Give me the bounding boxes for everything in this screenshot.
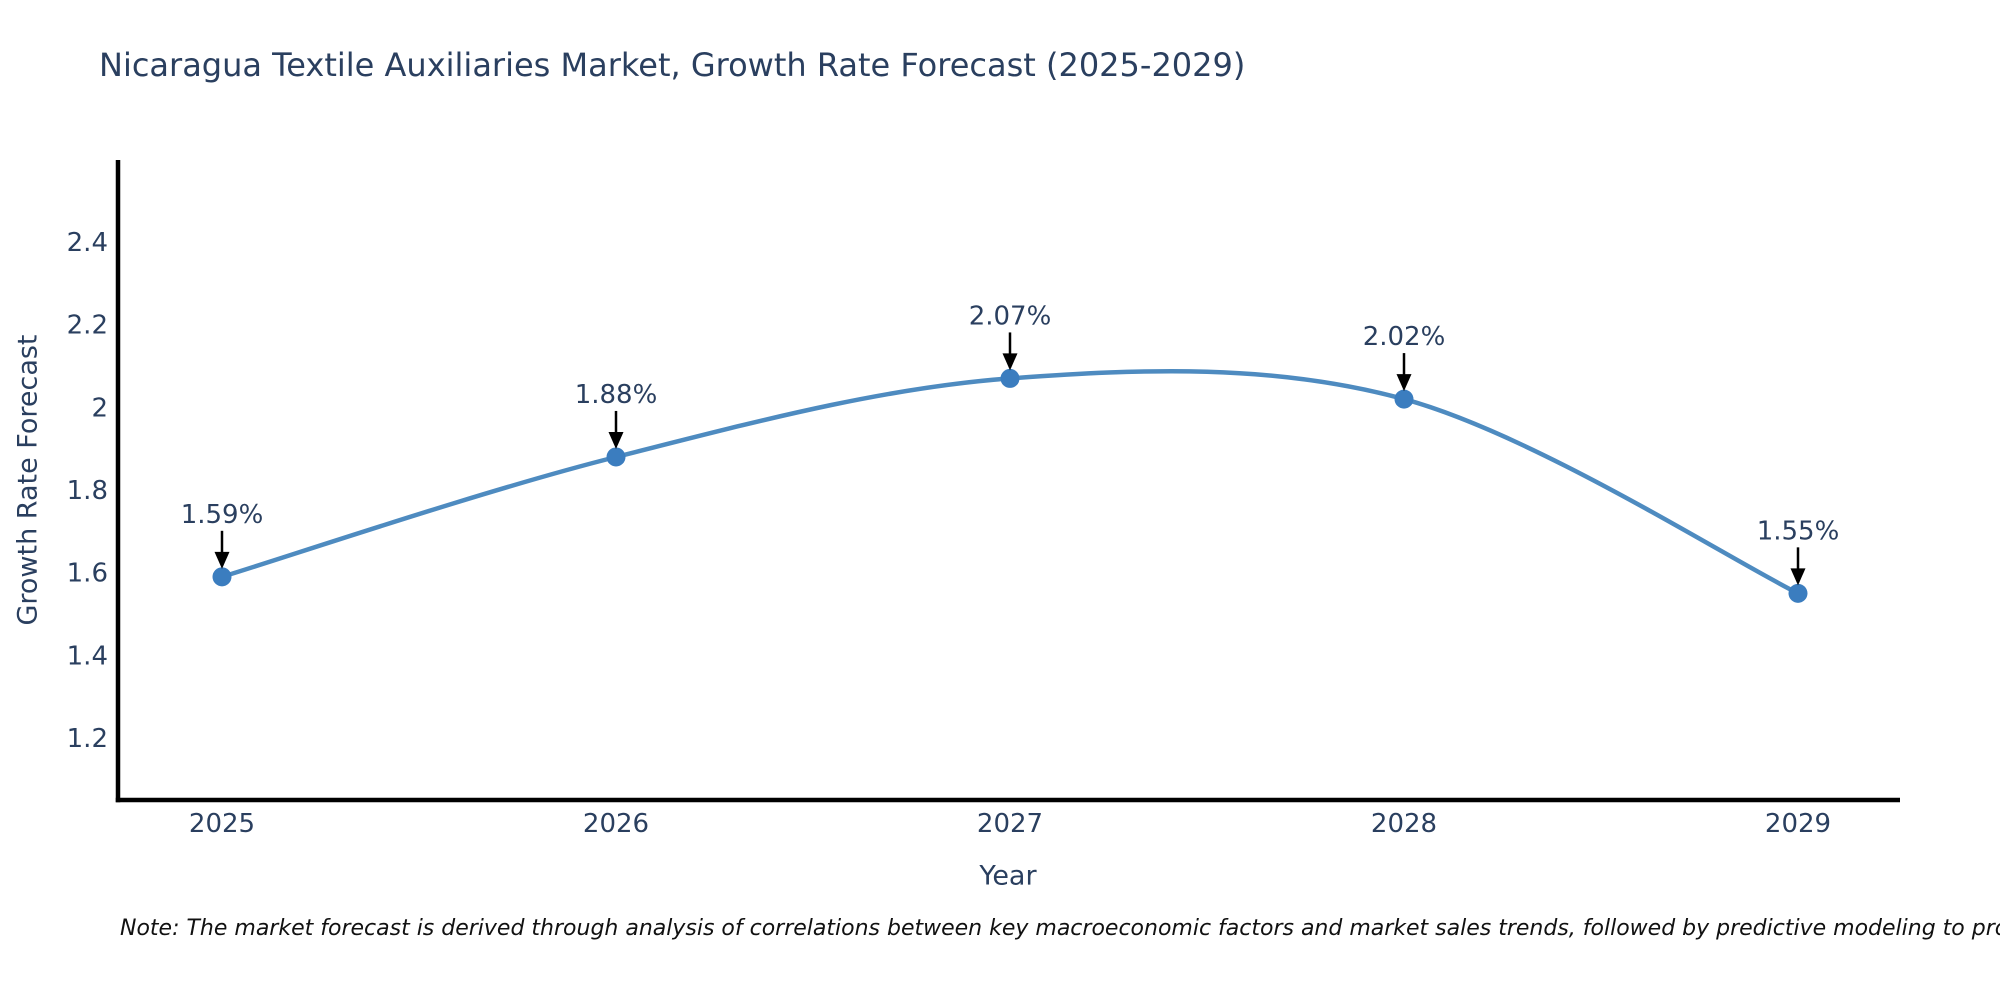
data-point-marker	[212, 567, 232, 587]
point-annotation-label: 1.88%	[575, 380, 658, 410]
y-tick-label: 1.8	[67, 476, 108, 506]
x-tick-label: 2026	[583, 809, 649, 839]
data-point-marker	[1394, 389, 1414, 409]
x-tick-label: 2029	[1765, 809, 1831, 839]
x-axis-title: Year	[979, 860, 1037, 892]
data-point-marker	[1000, 368, 1020, 388]
y-tick-label: 1.6	[67, 559, 108, 589]
data-point-marker	[1788, 583, 1808, 603]
annotation-arrowhead	[1002, 353, 1018, 371]
data-point-marker	[606, 447, 626, 467]
x-tick-label: 2025	[189, 809, 255, 839]
series-line	[219, 368, 1801, 596]
y-tick-label: 2.4	[67, 228, 108, 258]
annotation-arrowhead	[214, 551, 230, 569]
chart-title: Nicaragua Textile Auxiliaries Market, Gr…	[99, 46, 1246, 84]
point-annotation-label: 1.55%	[1757, 516, 1840, 546]
x-tick-label: 2028	[1371, 809, 1437, 839]
x-tick-label: 2027	[977, 809, 1043, 839]
point-annotation-label: 2.07%	[969, 301, 1052, 331]
point-annotation-label: 2.02%	[1363, 322, 1446, 352]
annotation-arrowhead	[1790, 568, 1806, 586]
annotation-arrowhead	[608, 431, 624, 449]
y-tick-label: 1.2	[67, 724, 108, 754]
y-tick-label: 2.2	[67, 311, 108, 341]
point-annotation-label: 1.59%	[181, 500, 264, 530]
y-tick-label: 2	[91, 393, 108, 423]
footnote: Note: The market forecast is derived thr…	[120, 916, 2000, 941]
annotation-arrowhead	[1396, 374, 1412, 392]
y-tick-label: 1.4	[67, 641, 108, 671]
